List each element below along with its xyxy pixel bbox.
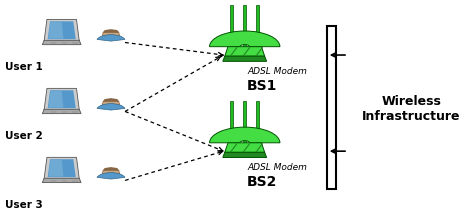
Text: ADSL Modem: ADSL Modem xyxy=(247,163,307,172)
Bar xyxy=(243,5,246,47)
Text: BS1: BS1 xyxy=(247,79,277,93)
Bar xyxy=(256,101,259,143)
Bar xyxy=(230,101,233,143)
Wedge shape xyxy=(210,31,280,47)
Text: User 2: User 2 xyxy=(5,131,43,141)
Polygon shape xyxy=(225,143,264,152)
Circle shape xyxy=(102,100,120,108)
Bar xyxy=(243,101,246,143)
Polygon shape xyxy=(44,157,79,179)
Circle shape xyxy=(102,31,120,39)
Circle shape xyxy=(102,169,120,177)
Text: User 1: User 1 xyxy=(5,62,43,72)
Text: ADSL Modem: ADSL Modem xyxy=(247,66,307,76)
Text: Wireless
Infrastructure: Wireless Infrastructure xyxy=(362,95,461,123)
Text: BS2: BS2 xyxy=(247,175,277,189)
Polygon shape xyxy=(223,152,267,157)
Polygon shape xyxy=(102,98,120,102)
Bar xyxy=(256,5,259,47)
Wedge shape xyxy=(97,173,125,179)
Polygon shape xyxy=(42,178,81,183)
Bar xyxy=(230,5,233,47)
Polygon shape xyxy=(102,29,120,33)
Wedge shape xyxy=(210,127,280,143)
Polygon shape xyxy=(44,19,79,41)
Polygon shape xyxy=(48,22,64,39)
Polygon shape xyxy=(47,90,76,108)
Wedge shape xyxy=(97,104,125,110)
Polygon shape xyxy=(44,88,79,110)
Polygon shape xyxy=(223,56,267,61)
Polygon shape xyxy=(225,47,264,56)
Text: User 3: User 3 xyxy=(5,200,43,210)
Polygon shape xyxy=(47,21,76,39)
Polygon shape xyxy=(42,109,81,114)
Bar xyxy=(327,26,336,189)
Polygon shape xyxy=(42,40,81,45)
Polygon shape xyxy=(102,167,120,171)
Wedge shape xyxy=(97,35,125,41)
Polygon shape xyxy=(47,159,76,177)
Polygon shape xyxy=(48,160,64,177)
Polygon shape xyxy=(48,91,64,108)
